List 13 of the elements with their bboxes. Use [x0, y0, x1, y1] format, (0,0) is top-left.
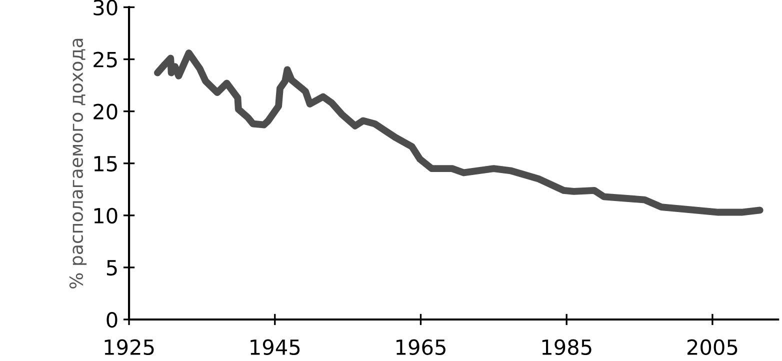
y-tick-label: 5 [106, 260, 117, 276]
x-tick-label: 1925 [104, 339, 154, 356]
y-tick-label: 15 [94, 156, 117, 172]
y-axis-title: % располагаемого дохода [69, 38, 87, 288]
x-tick-label: 1965 [396, 339, 446, 356]
y-tick-label: 30 [94, 0, 118, 16]
x-tick-label: 2005 [687, 339, 738, 356]
y-tick-label: 10 [94, 208, 118, 224]
y-tick-label: 25 [94, 52, 117, 68]
x-tick-label: 1945 [250, 339, 300, 356]
x-tick-label: 1985 [542, 339, 592, 356]
y-tick-label: 20 [94, 104, 118, 120]
y-tick-label: 0 [106, 312, 118, 328]
